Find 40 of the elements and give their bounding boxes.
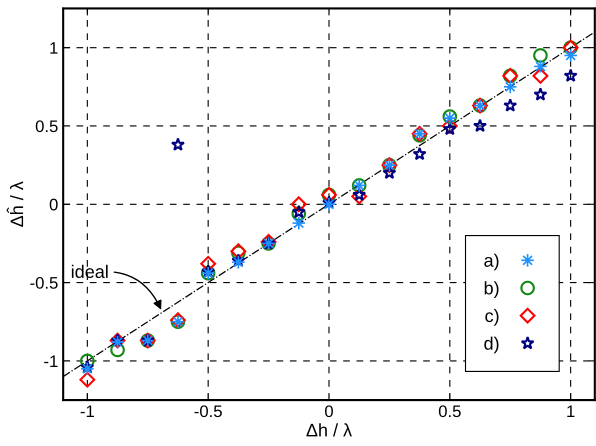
point <box>231 253 246 267</box>
point <box>503 98 518 112</box>
point <box>533 48 548 63</box>
point <box>292 204 306 218</box>
point <box>473 118 488 132</box>
point <box>80 354 95 368</box>
y-tick-label: 0 <box>50 198 58 210</box>
point <box>533 87 548 101</box>
y-tick-label: -0.5 <box>30 276 58 289</box>
point <box>170 137 185 151</box>
x-tick-label: 0 <box>325 405 333 418</box>
x-tick-label: -0.5 <box>194 405 222 418</box>
x-tick-label: -1 <box>80 406 94 417</box>
point <box>291 206 306 221</box>
point <box>322 195 336 209</box>
x-axis-title: Δh / λ <box>306 423 352 436</box>
point <box>79 372 96 388</box>
point <box>110 342 125 358</box>
y-tick-label: 1 <box>50 42 58 54</box>
legend-label: a) <box>484 254 498 270</box>
legend-label: d) <box>484 336 498 354</box>
legend-label: c) <box>485 308 498 326</box>
y-tick-label: 0.5 <box>36 120 58 132</box>
point <box>80 360 94 374</box>
point <box>290 196 307 212</box>
x-tick-label: 0.5 <box>438 405 461 418</box>
point <box>532 68 548 84</box>
point <box>564 68 578 82</box>
annotation: ideal <box>72 264 108 278</box>
point <box>352 188 366 201</box>
y-axis-title: Δĥ / λ <box>6 181 24 227</box>
point <box>351 188 368 204</box>
y-tick-label: -1 <box>44 355 58 367</box>
legend-label: b) <box>484 281 498 298</box>
point <box>382 166 396 180</box>
point <box>200 256 216 272</box>
x-tick-label: 1 <box>567 406 574 417</box>
point <box>442 122 457 136</box>
point <box>412 146 427 160</box>
point <box>533 59 548 74</box>
